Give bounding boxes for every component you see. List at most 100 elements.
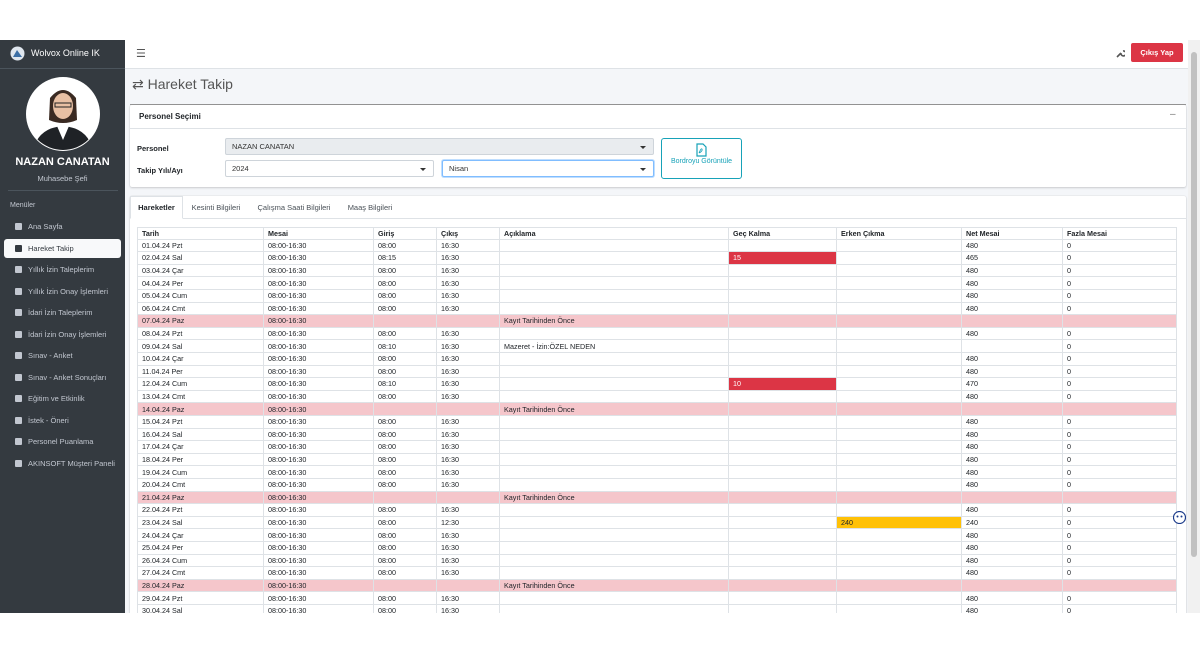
table-cell bbox=[374, 491, 437, 505]
table-cell: 08:00 bbox=[374, 479, 437, 492]
table-cell: 480 bbox=[962, 290, 1063, 303]
table-cell bbox=[729, 605, 837, 613]
tab[interactable]: Çalışma Saati Bilgileri bbox=[257, 202, 331, 212]
table-cell bbox=[962, 579, 1063, 593]
table-cell bbox=[500, 529, 729, 542]
table-cell: 0 bbox=[1063, 365, 1177, 379]
table-cell: 25.04.24 Per bbox=[137, 542, 264, 555]
table-cell: 08:00 bbox=[374, 290, 437, 303]
menu-label: Ana Sayfa bbox=[28, 222, 63, 231]
table-cell bbox=[729, 441, 837, 454]
menu-icon bbox=[15, 374, 22, 381]
table-cell bbox=[837, 466, 962, 479]
table-cell bbox=[729, 567, 837, 580]
table-cell bbox=[837, 491, 962, 505]
table-cell: Mazeret - İzin:ÖZEL NEDEN bbox=[500, 340, 729, 353]
table-cell bbox=[729, 315, 837, 328]
table-cell: 480 bbox=[962, 353, 1063, 366]
chat-icon[interactable] bbox=[1173, 511, 1186, 524]
tab[interactable]: Maaş Bilgileri bbox=[347, 202, 393, 212]
table-cell: 03.04.24 Çar bbox=[137, 264, 264, 278]
menu-item[interactable]: Personel Puanlama bbox=[4, 432, 121, 451]
menu-label: Hareket Takip bbox=[28, 244, 74, 253]
table-cell bbox=[500, 605, 729, 613]
table-cell: 480 bbox=[962, 428, 1063, 442]
table-cell: 0 bbox=[1063, 327, 1177, 341]
tab[interactable]: Kesinti Bilgileri bbox=[191, 202, 241, 212]
table-cell bbox=[500, 302, 729, 316]
table-cell: 480 bbox=[962, 365, 1063, 379]
menu-item[interactable]: İdari İzin Onay İşlemleri bbox=[4, 325, 121, 344]
table-cell bbox=[500, 453, 729, 467]
table-cell bbox=[837, 592, 962, 605]
logout-button[interactable]: Çıkış Yap bbox=[1131, 43, 1183, 62]
menu-item[interactable]: İstek - Öneri bbox=[4, 411, 121, 430]
table-cell bbox=[500, 516, 729, 530]
menu-item[interactable]: Eğitim ve Etkinlik bbox=[4, 389, 121, 408]
table-cell bbox=[729, 302, 837, 316]
menu-toggle[interactable]: ☰ bbox=[136, 48, 146, 60]
table-cell: 16:30 bbox=[437, 277, 500, 290]
brand-logo bbox=[10, 46, 25, 61]
logout-label: Çıkış Yap bbox=[1140, 48, 1174, 57]
menu-icon bbox=[15, 417, 22, 424]
scroll-thumb[interactable] bbox=[1191, 52, 1197, 557]
table-cell bbox=[729, 479, 837, 492]
table-cell: 17.04.24 Çar bbox=[137, 441, 264, 454]
table-cell: 08:00-16:30 bbox=[264, 340, 374, 353]
table-cell: 0 bbox=[1063, 605, 1177, 613]
table-cell: 480 bbox=[962, 441, 1063, 454]
menu-icon bbox=[15, 331, 22, 338]
table-cell: 0 bbox=[1063, 592, 1177, 605]
menu-item[interactable]: Hareket Takip bbox=[4, 239, 121, 258]
table-cell: 0 bbox=[1063, 290, 1177, 303]
menu-label: İstek - Öneri bbox=[28, 416, 69, 425]
card-title: Personel Seçimi bbox=[139, 112, 201, 121]
menu-label: Personel Puanlama bbox=[28, 437, 94, 446]
month-select[interactable]: Nisan bbox=[442, 160, 654, 177]
table-cell: 08:00-16:30 bbox=[264, 416, 374, 429]
menu-label: Sınav - Anket Sonuçları bbox=[28, 373, 107, 382]
menu-item[interactable]: Sınav - Anket bbox=[4, 346, 121, 365]
table-cell: 0 bbox=[1063, 504, 1177, 517]
menu-label: İdari İzin Taleplerim bbox=[28, 308, 93, 317]
table-cell bbox=[374, 579, 437, 593]
table-cell: 16:30 bbox=[437, 239, 500, 253]
table-cell: 16:30 bbox=[437, 428, 500, 442]
table-cell: 240 bbox=[962, 516, 1063, 530]
menu-item[interactable]: Yıllık İzin Taleplerim bbox=[4, 260, 121, 279]
selection-card: Personel Seçimi – Personel NAZAN CANATAN… bbox=[130, 105, 1186, 187]
table-cell bbox=[837, 327, 962, 341]
payroll-button[interactable]: Bordroyu Görüntüle bbox=[661, 138, 742, 179]
table-cell: 08:00-16:30 bbox=[264, 567, 374, 580]
tab[interactable]: Hareketler bbox=[130, 196, 183, 219]
table-cell bbox=[500, 542, 729, 555]
table-cell: 08:00-16:30 bbox=[264, 239, 374, 253]
personel-value: NAZAN CANATAN bbox=[232, 142, 295, 151]
table-cell: 05.04.24 Cum bbox=[137, 290, 264, 303]
personel-select[interactable]: NAZAN CANATAN bbox=[225, 138, 654, 155]
settings-icon[interactable] bbox=[1115, 48, 1125, 58]
table-cell bbox=[729, 390, 837, 404]
menu-item[interactable]: İdari İzin Taleplerim bbox=[4, 303, 121, 322]
table-cell: 08:00 bbox=[374, 277, 437, 290]
table-cell: 08:00-16:30 bbox=[264, 390, 374, 404]
menu-item[interactable]: Sınav - Anket Sonuçları bbox=[4, 368, 121, 387]
table-cell: 16:30 bbox=[437, 353, 500, 366]
menu-item[interactable]: Yıllık İzin Onay İşlemleri bbox=[4, 282, 121, 301]
table-cell: 08:00-16:30 bbox=[264, 479, 374, 492]
year-select[interactable]: 2024 bbox=[225, 160, 434, 177]
menu-icon bbox=[15, 438, 22, 445]
menu-item[interactable]: AKINSOFT Müşteri Paneli bbox=[4, 454, 121, 473]
table-cell: 08:00-16:30 bbox=[264, 290, 374, 303]
table-cell: 08:00 bbox=[374, 302, 437, 316]
table-cell: 12.04.24 Cum bbox=[137, 378, 264, 391]
table-cell: 01.04.24 Pzt bbox=[137, 239, 264, 253]
table-cell: 08:00-16:30 bbox=[264, 542, 374, 555]
table-cell: 0 bbox=[1063, 353, 1177, 366]
table-cell bbox=[500, 353, 729, 366]
table-cell bbox=[500, 264, 729, 278]
collapse-button[interactable]: – bbox=[1170, 109, 1176, 120]
menu-item[interactable]: Ana Sayfa bbox=[4, 217, 121, 236]
table-cell bbox=[729, 504, 837, 517]
